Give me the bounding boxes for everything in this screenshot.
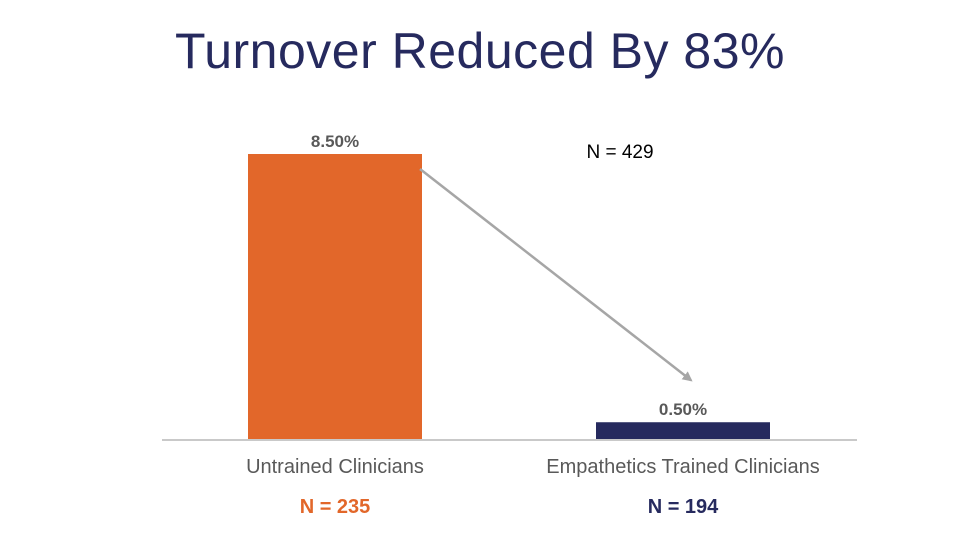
trained-sample-size: N = 194: [647, 496, 719, 518]
trend-arrow: [419, 168, 693, 382]
bar-2: [596, 422, 770, 439]
data-label-2: 0.50%: [659, 400, 707, 419]
data-label-1: 8.50%: [311, 132, 359, 151]
category-label-2: Empathetics Trained Clinicians: [546, 456, 819, 478]
page-title: Turnover Reduced By 83%: [175, 23, 785, 79]
total-sample-size: N = 429: [586, 142, 654, 163]
untrained-sample-size: N = 235: [299, 496, 371, 518]
bar-1: [248, 154, 422, 439]
category-label-1: Untrained Clinicians: [246, 456, 424, 478]
